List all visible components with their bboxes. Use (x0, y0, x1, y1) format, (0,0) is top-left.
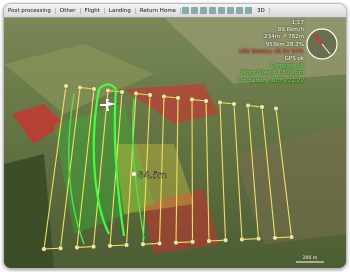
waypoint (92, 87, 97, 92)
menu-item[interactable]: Post processing (4, 8, 56, 14)
motor-speed: Motor Speed 3,500rpm (237, 70, 304, 77)
uav-battery: UAV Battery 16.5V 63% (237, 49, 304, 56)
waypoint (190, 240, 195, 245)
waypoint (157, 241, 162, 246)
waypoint (256, 236, 261, 241)
toolbar: Post processing Other Flight Landing Ret… (4, 4, 346, 18)
ctrl-battery: Ctrl Battery 100% 22.2V (237, 78, 304, 85)
tool-icon[interactable] (227, 7, 234, 14)
waypoint (120, 90, 125, 95)
tool-icon[interactable] (182, 7, 189, 14)
tool-icon[interactable] (191, 7, 198, 14)
flight-button[interactable]: Flight (81, 8, 105, 14)
waypoint (223, 238, 228, 243)
tool-icon[interactable] (218, 7, 225, 14)
app-window: 84.5m 200 m Post processing Other Flight… (3, 3, 347, 269)
waypoint (91, 244, 96, 249)
range: 953km 28.3% (237, 42, 304, 49)
compass (307, 29, 337, 59)
tool-icon[interactable] (209, 7, 216, 14)
menu-item[interactable]: Other (56, 8, 81, 14)
waypoint (289, 235, 294, 240)
telemetry-panel: 1:17 89.6km/h 234m ↗ 782m 953km 28.3% UA… (237, 20, 304, 85)
waypoint (176, 96, 181, 101)
waypoint (148, 93, 153, 98)
tool-icon[interactable] (236, 7, 243, 14)
flight-leg (192, 100, 193, 242)
waypoint (64, 84, 69, 89)
waypoint (124, 243, 129, 248)
tool-icon[interactable] (245, 7, 252, 14)
waypoint (58, 246, 63, 251)
waypoint (232, 102, 237, 107)
waypoint-marker (132, 172, 136, 176)
waypoint (204, 99, 209, 104)
waypoint (274, 106, 279, 111)
3d-button[interactable]: 3D (253, 8, 270, 14)
altitude-label: 84.5m (138, 171, 167, 181)
return-home-button[interactable]: Return Home (136, 8, 181, 14)
landing-button[interactable]: Landing (105, 8, 136, 14)
altitude-distance: 234m ↗ 782m (237, 34, 304, 41)
scale-label: 200 m (303, 255, 317, 261)
tool-icon[interactable] (200, 7, 207, 14)
waypoint (260, 105, 265, 110)
